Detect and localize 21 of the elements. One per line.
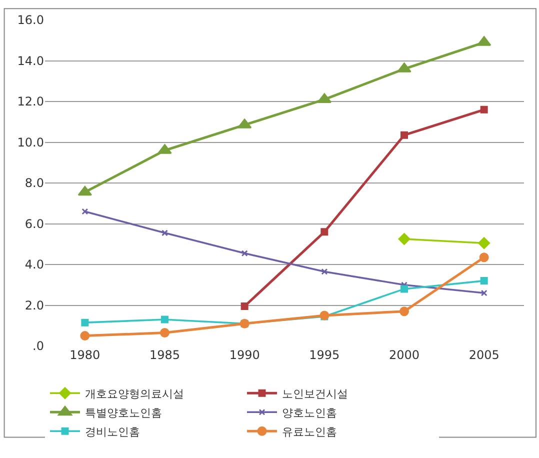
y-tick-label: 2.0 bbox=[24, 298, 44, 312]
legend-label: 개호요양형의료시설 bbox=[85, 387, 184, 400]
y-tick-label: .0 bbox=[32, 339, 44, 354]
y-tick-label: 12.0 bbox=[17, 94, 44, 109]
y-tick-label: 4.0 bbox=[24, 258, 44, 272]
x-tick-label: 2005 bbox=[468, 348, 500, 362]
y-tick-label: 14.0 bbox=[17, 54, 44, 68]
x-tick-label: 1990 bbox=[229, 348, 260, 362]
x-tick-label: 1995 bbox=[309, 348, 340, 362]
x-tick-label: 1980 bbox=[70, 348, 100, 362]
y-tick-label: 16.0 bbox=[17, 13, 44, 28]
x-tick-label: 2000 bbox=[388, 348, 420, 362]
legend-label: 양호노인홈 bbox=[282, 406, 337, 420]
legend-label: 경비노인홈 bbox=[85, 425, 140, 438]
x-tick-label: 1985 bbox=[149, 348, 180, 362]
y-tick-label: 6.0 bbox=[24, 216, 44, 231]
legend-label: 유료노인홈 bbox=[282, 425, 337, 438]
legend-label: 특별양호노인홈 bbox=[85, 406, 162, 420]
legend-label: 노인보건시설 bbox=[282, 387, 348, 400]
y-tick-label: 8.0 bbox=[24, 176, 44, 190]
y-tick-label: 10.0 bbox=[17, 135, 44, 150]
